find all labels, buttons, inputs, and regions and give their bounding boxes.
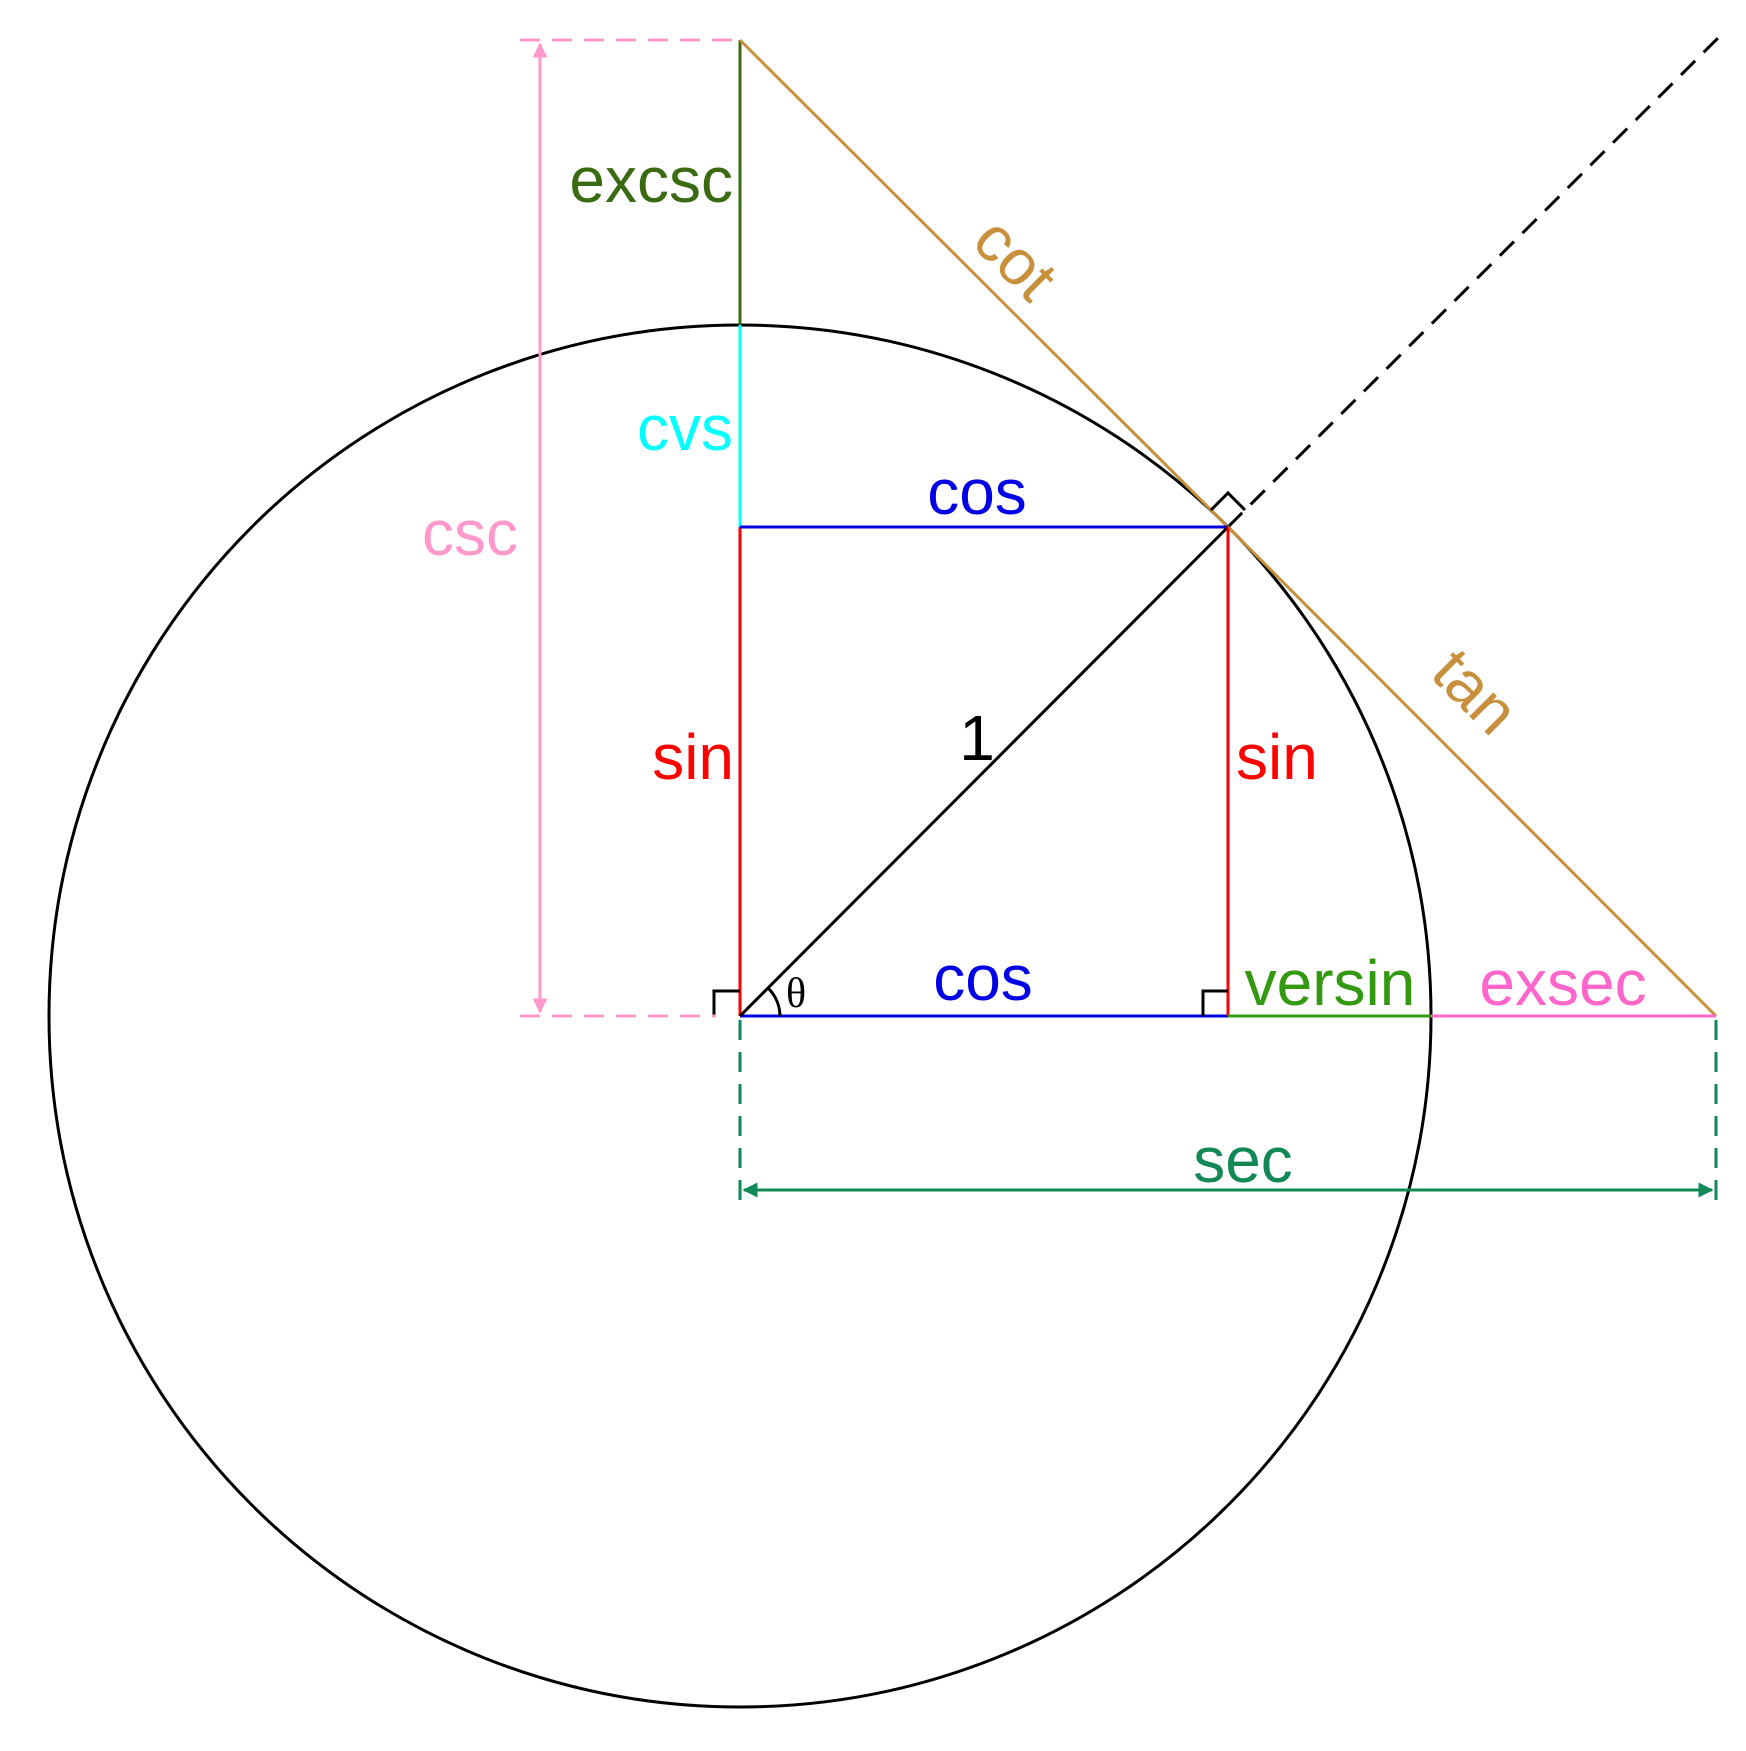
radius-segment <box>738 525 1230 1018</box>
tan-segment <box>1226 525 1718 1018</box>
label-cvs: cvs <box>637 392 733 464</box>
label-cot: cot <box>960 203 1071 314</box>
label-one: 1 <box>959 702 995 774</box>
label-sin-right: sin <box>1236 721 1318 793</box>
label-sec: sec <box>1193 1124 1293 1196</box>
label-cos-bottom: cos <box>933 942 1033 1014</box>
label-tan: tan <box>1419 635 1533 749</box>
radius-extension-dashed <box>1226 36 1720 529</box>
cot-segment <box>738 38 1230 529</box>
label-cos-top: cos <box>927 456 1027 528</box>
label-exsec: exsec <box>1479 947 1646 1019</box>
theta-angle-arc <box>766 986 782 1017</box>
label-sin-left: sin <box>652 721 734 793</box>
right-angle-marker-tangent <box>1209 490 1247 512</box>
right-angle-marker-origin <box>712 989 740 1016</box>
label-theta: θ <box>786 971 806 1017</box>
label-csc: csc <box>422 497 518 569</box>
label-excsc: excsc <box>569 144 733 216</box>
right-angle-marker-foot <box>1201 989 1228 1016</box>
label-versin: versin <box>1245 947 1416 1019</box>
